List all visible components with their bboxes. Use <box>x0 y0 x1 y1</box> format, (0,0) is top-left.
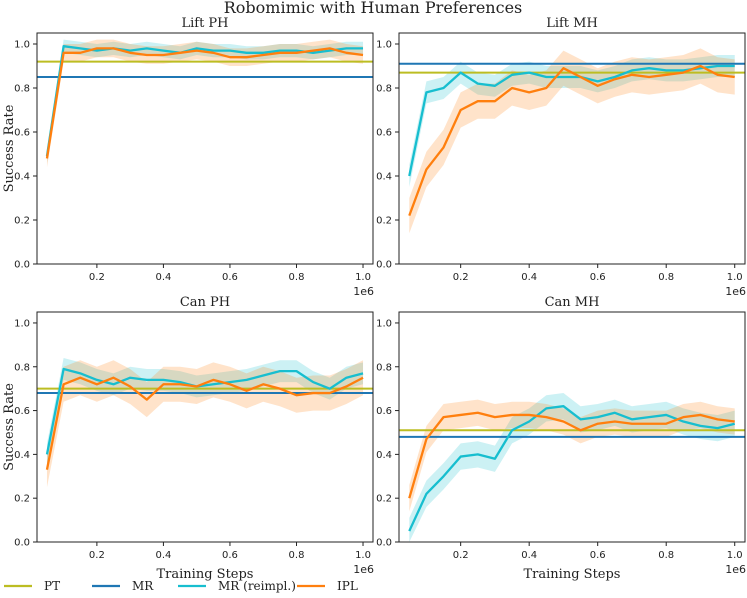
x-tick-label: 0.4 <box>155 550 171 561</box>
y-tick-label: 0.4 <box>376 450 392 461</box>
y-tick-label: 1.0 <box>14 318 30 329</box>
panels: Lift PH 0.0 0.2 0.4 0.6 0.8 1.0 0.2 0.4 0.6 0.8 1.0… <box>2 16 746 582</box>
band-ipl <box>46 360 364 488</box>
x-tick-label: 0.4 <box>521 272 537 283</box>
y-axis-label: Success Rate <box>2 104 17 192</box>
chart-panel-4: Can MH 0.0 0.2 0.4 0.6 0.8 1.0 0.2 0.4 0.6 0.8 1.0 1… <box>376 295 746 582</box>
y-tick-label: 1.0 <box>14 40 30 51</box>
y-tick-label: 0.0 <box>376 260 392 271</box>
series-line-mr-reimpl <box>408 64 735 177</box>
x-tick-label: 0.8 <box>658 550 674 561</box>
y-tick-label: 0.6 <box>14 128 30 139</box>
panel-title: Lift MH <box>546 16 598 31</box>
y-tick-label: 0.2 <box>14 216 30 227</box>
band-ipl <box>409 48 735 234</box>
x-tick-label: 1.0 <box>355 272 371 283</box>
x-tick-label: 0.2 <box>89 272 105 283</box>
x-tick-label: 0.2 <box>89 550 105 561</box>
chart-panel-3: Can PH 0.0 0.2 0.4 0.6 0.8 1.0 0.2 0.4 0.6 0.8 1.0 1… <box>2 295 374 582</box>
y-tick-label: 0.0 <box>14 260 30 271</box>
y-tick-label: 0.2 <box>376 494 392 505</box>
axes-frame <box>36 311 374 543</box>
y-tick-label: 0.0 <box>14 538 30 549</box>
y-tick-label: 0.8 <box>376 362 392 373</box>
legend-label: IPL <box>337 579 358 593</box>
x-exponent-label: 1e6 <box>725 563 746 576</box>
series-line-ipl <box>408 64 735 216</box>
x-tick-label: 0.8 <box>289 272 305 283</box>
band-ipl <box>409 399 735 512</box>
legend: PT MR MR (reimpl.) IPL <box>4 579 358 593</box>
legend-label: PT <box>44 579 60 593</box>
axes-frame <box>398 32 746 265</box>
y-tick-label: 0.0 <box>376 538 392 549</box>
legend-label: MR (reimpl.) <box>218 579 296 593</box>
plot-area <box>399 393 745 542</box>
x-axis-label: Training Steps <box>157 567 254 582</box>
band-ipl <box>46 39 364 168</box>
y-tick-label: 0.6 <box>376 406 392 417</box>
x-tick-label: 1.0 <box>355 550 371 561</box>
x-tick-label: 0.2 <box>453 272 469 283</box>
y-axis-label: Success Rate <box>2 383 17 471</box>
x-tick-label: 0.2 <box>453 550 469 561</box>
series-line-ipl <box>45 376 364 470</box>
panel-title: Can MH <box>545 295 600 310</box>
y-tick-label: 0.6 <box>14 406 30 417</box>
y-tick-label: 0.4 <box>14 172 30 183</box>
plot-area <box>37 358 373 488</box>
x-tick-label: 0.6 <box>222 550 238 561</box>
legend-label: MR <box>132 579 154 593</box>
band-mr-reimpl <box>409 55 735 187</box>
series-line-mr-reimpl <box>408 405 736 532</box>
panel-title: Lift PH <box>181 16 228 31</box>
series-line-ipl <box>408 411 735 499</box>
y-tick-label: 1.0 <box>376 40 392 51</box>
y-tick-label: 0.8 <box>376 84 392 95</box>
x-axis-label: Training Steps <box>524 567 621 582</box>
x-tick-label: 0.6 <box>590 550 606 561</box>
y-tick-label: 0.2 <box>376 216 392 227</box>
panel-title: Can PH <box>180 295 230 310</box>
x-tick-label: 1.0 <box>727 272 743 283</box>
x-tick-label: 0.8 <box>289 550 305 561</box>
plot-area <box>399 48 745 234</box>
x-tick-label: 0.8 <box>658 272 674 283</box>
x-tick-label: 0.4 <box>521 550 537 561</box>
series-line-mr-reimpl <box>45 367 364 455</box>
y-tick-label: 0.6 <box>376 128 392 139</box>
chart-panel-2: Lift MH 0.0 0.2 0.4 0.6 0.8 1.0 0.2 0.4 0.6 0.8 1.0… <box>376 16 746 298</box>
y-tick-label: 0.4 <box>376 172 392 183</box>
figure-title: Robomimic with Human Preferences <box>224 0 523 17</box>
x-exponent-label: 1e6 <box>725 285 746 298</box>
band-mr-reimpl <box>409 393 735 542</box>
y-tick-label: 1.0 <box>376 318 392 329</box>
chart-panel-1: Lift PH 0.0 0.2 0.4 0.6 0.8 1.0 0.2 0.4 0.6 0.8 1.0… <box>2 16 374 298</box>
series-line-ipl <box>45 47 364 159</box>
y-tick-label: 0.2 <box>14 494 30 505</box>
x-exponent-label: 1e6 <box>353 285 374 298</box>
x-tick-label: 0.4 <box>155 272 171 283</box>
plot-area <box>37 39 373 168</box>
axes-frame <box>36 32 374 265</box>
series-line-mr-reimpl <box>45 45 364 157</box>
x-tick-label: 0.6 <box>590 272 606 283</box>
axes-frame <box>398 311 746 543</box>
x-tick-label: 0.6 <box>222 272 238 283</box>
y-tick-label: 0.8 <box>14 84 30 95</box>
y-tick-label: 0.8 <box>14 362 30 373</box>
x-exponent-label: 1e6 <box>353 563 374 576</box>
y-tick-label: 0.4 <box>14 450 30 461</box>
x-tick-label: 1.0 <box>727 550 743 561</box>
